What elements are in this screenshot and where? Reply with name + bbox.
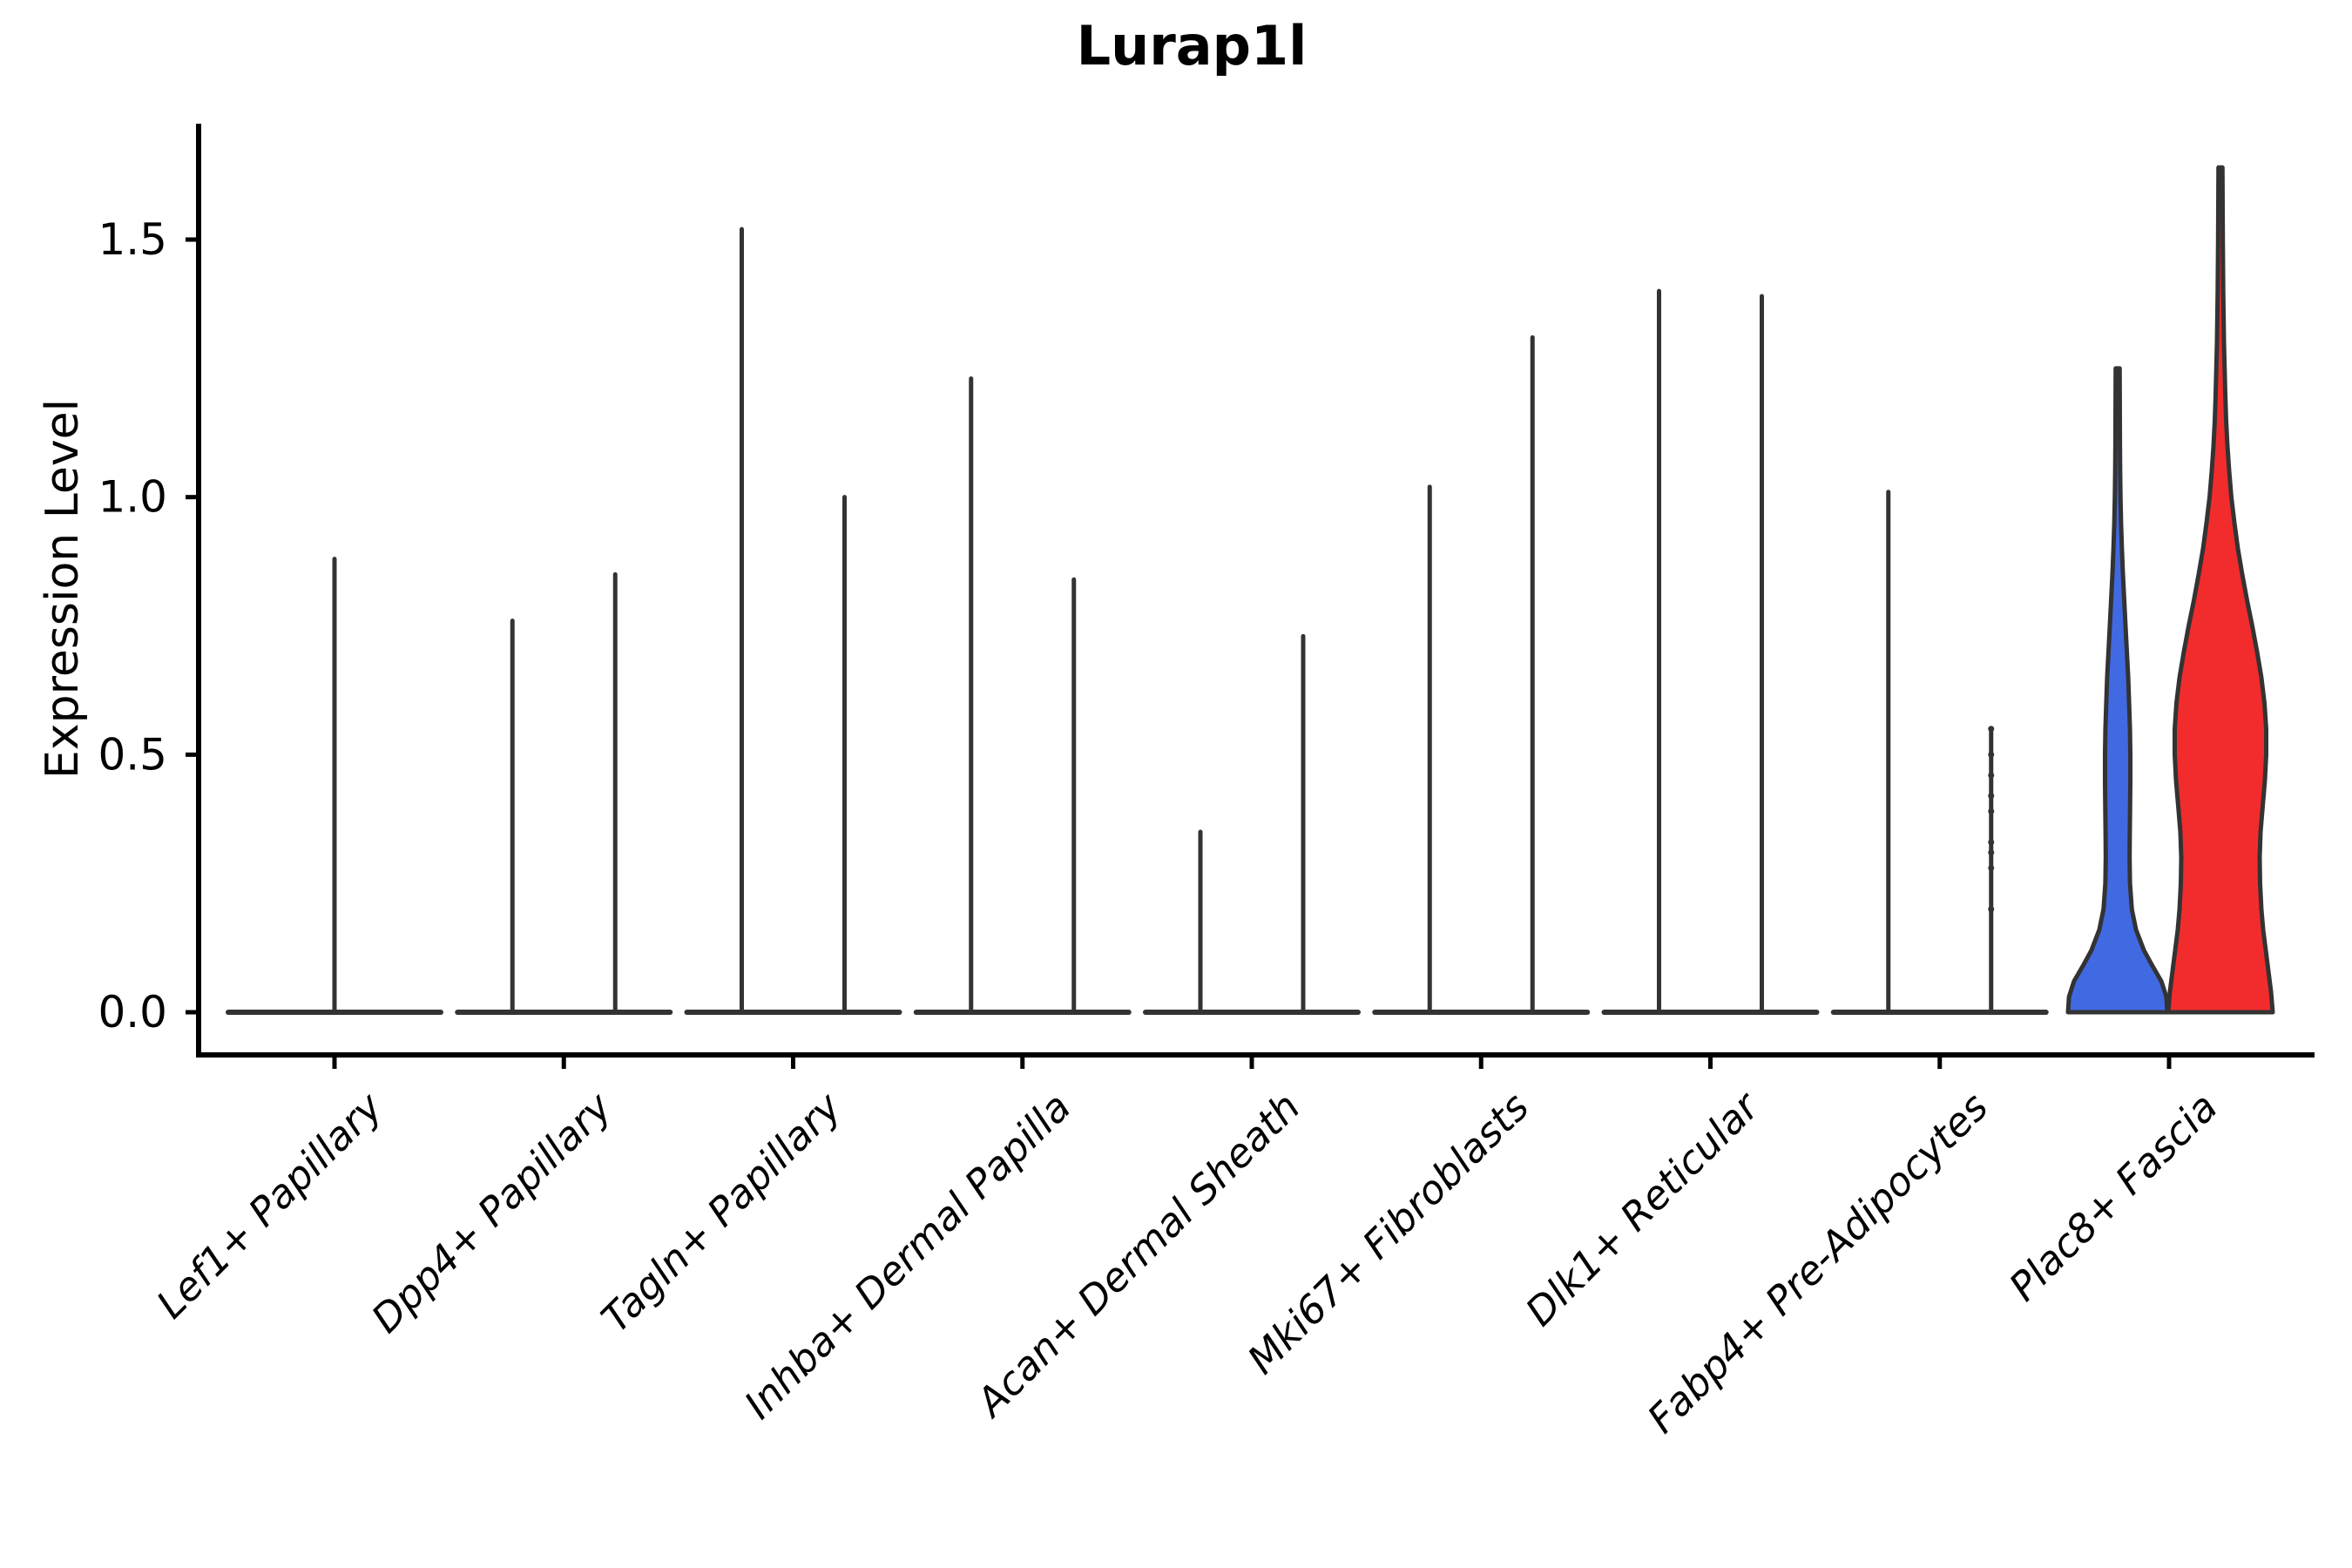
y-tick-label: 1.0	[98, 472, 167, 523]
jitter-point	[1988, 906, 1995, 913]
jitter-point	[1988, 849, 1995, 856]
y-tick-label: 0.0	[98, 987, 167, 1037]
violin-body	[2065, 366, 2170, 1015]
chart-title: Lurap1l	[1076, 14, 1308, 78]
jitter-point	[1988, 726, 1995, 733]
jitter-point	[1988, 808, 1995, 814]
jitter-point	[1988, 864, 1995, 871]
jitter-point	[1988, 751, 1995, 758]
jitter-point	[1988, 793, 1995, 800]
jitter-point	[1988, 772, 1995, 779]
violin-body	[2166, 165, 2275, 1015]
y-tick-label: 1.5	[98, 214, 167, 265]
y-tick-label: 0.5	[98, 729, 167, 780]
jitter-point	[1988, 839, 1995, 846]
